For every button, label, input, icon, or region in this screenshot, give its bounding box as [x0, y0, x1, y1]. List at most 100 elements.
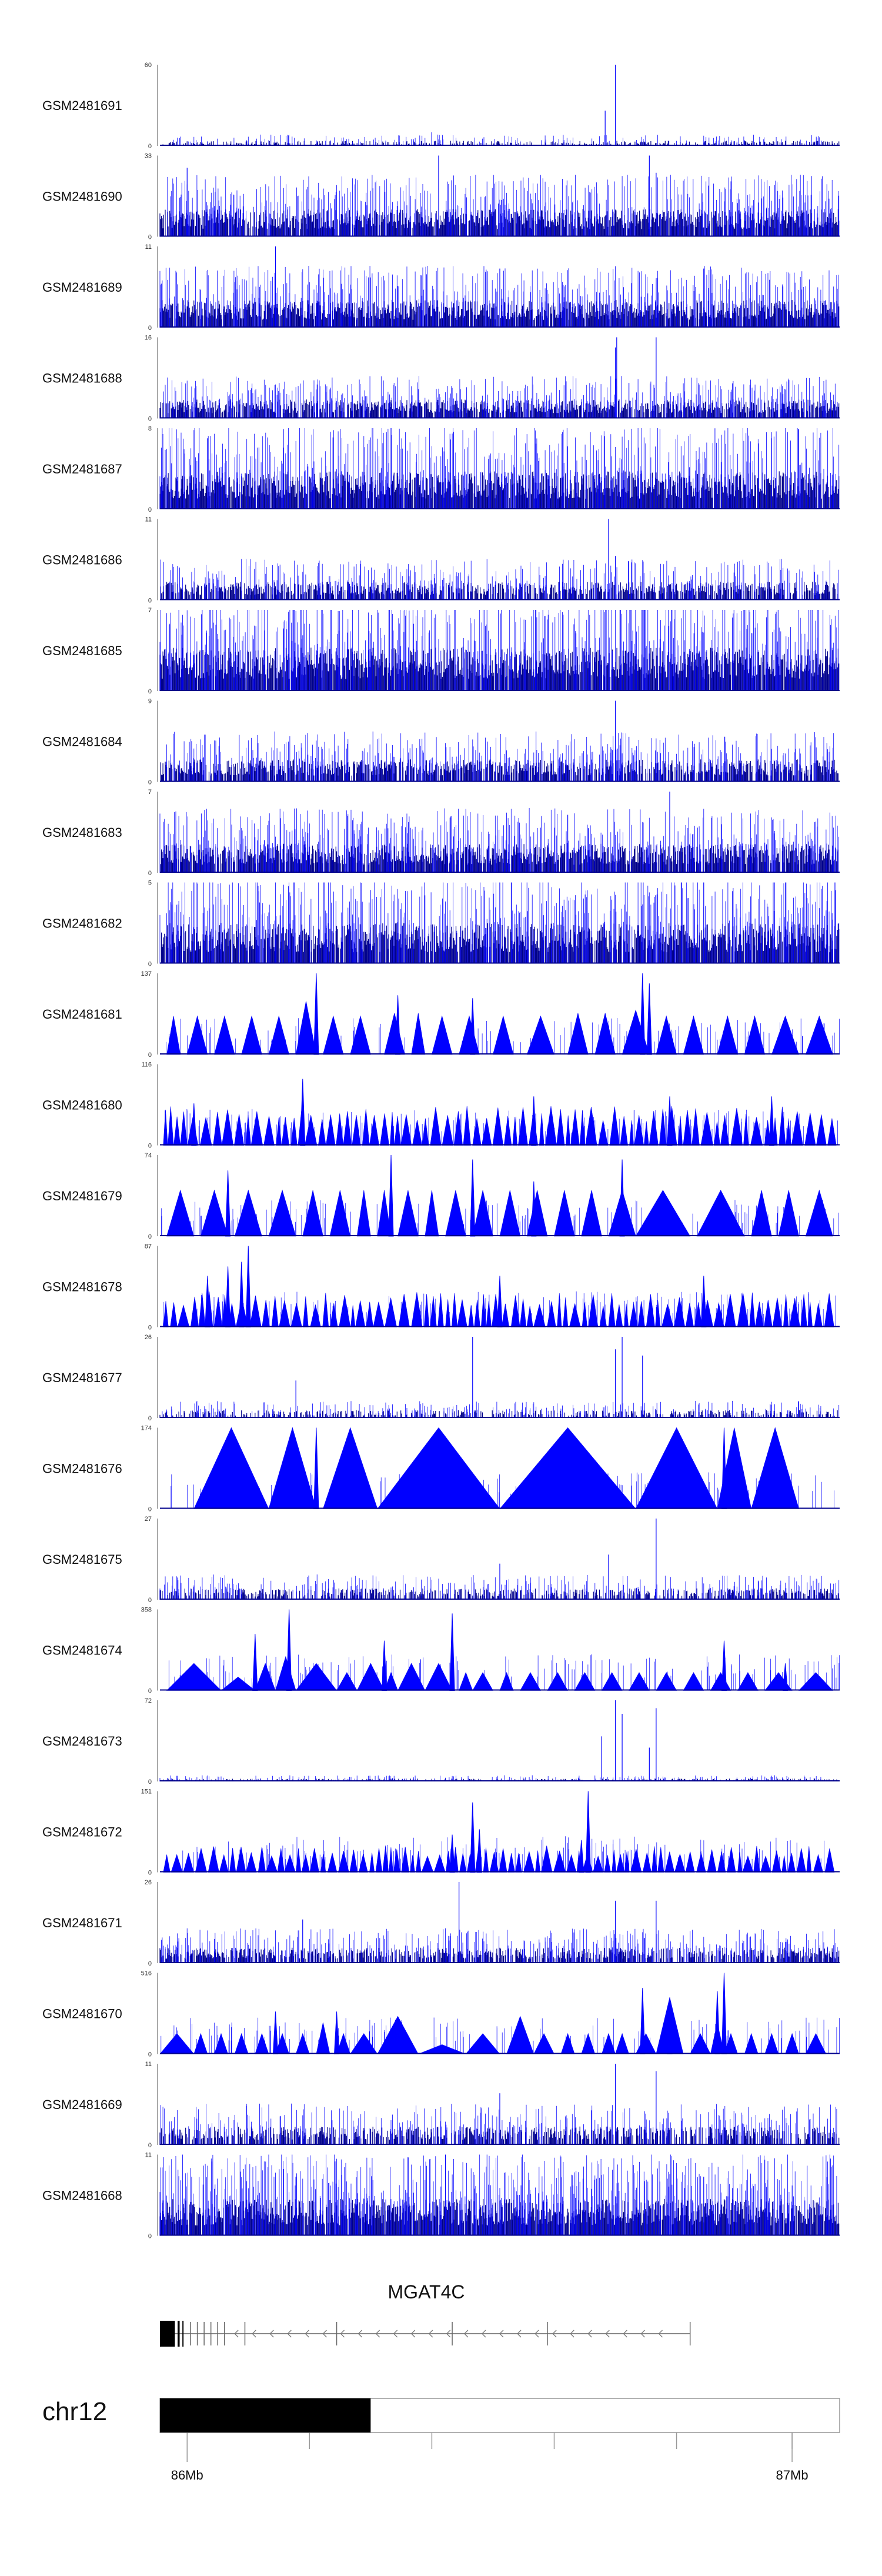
strand-arrow: [640, 2330, 645, 2338]
y-max-tick: 151: [141, 1788, 152, 1796]
axis-position-label: 87Mb: [776, 2468, 808, 2482]
coverage-peak: [313, 1427, 319, 1509]
coverage-peak: [286, 1609, 292, 1691]
coverage-signal: [160, 2103, 837, 2145]
coverage-area: [166, 1001, 833, 1055]
y-max-tick: 9: [148, 698, 152, 705]
coverage-area: [163, 1845, 835, 1873]
track-label: GSM2481688: [42, 371, 122, 386]
track-label: GSM2481681: [42, 1007, 122, 1022]
y-min-tick: 0: [148, 1143, 152, 1150]
track-GSM2481668: GSM2481668 11 0: [42, 2152, 840, 2240]
strand-arrow: [269, 2330, 274, 2338]
track-GSM2481669: GSM2481669 11 0: [42, 2061, 840, 2149]
y-min-tick: 0: [148, 1506, 152, 1513]
track-label: GSM2481680: [42, 1098, 122, 1113]
coverage-peak: [769, 1096, 774, 1146]
coverage-peak: [252, 1634, 258, 1691]
track-label: GSM2481687: [42, 462, 122, 476]
y-min-tick: 0: [148, 1960, 152, 1967]
track-label: GSM2481674: [42, 1643, 122, 1658]
y-max-tick: 116: [141, 1062, 152, 1069]
track-label: GSM2481689: [42, 280, 122, 295]
track-GSM2481671: GSM2481671 26 0: [42, 1879, 840, 1967]
y-min-tick: 0: [148, 2233, 152, 2240]
coverage-peak: [646, 983, 652, 1055]
coverage-spikes: [168, 1654, 840, 1691]
coverage-spikes: [161, 1200, 838, 1236]
coverage-spikes: [163, 1291, 836, 1327]
y-min-tick: 0: [148, 325, 152, 332]
y-min-tick: 0: [148, 2051, 152, 2058]
coverage-area: [193, 1427, 800, 1509]
coverage-peak: [449, 1613, 455, 1691]
strand-arrow: [322, 2330, 327, 2338]
coverage-peak: [470, 1802, 476, 1873]
track-GSM2481677: GSM2481677 26 0: [42, 1334, 840, 1422]
track-GSM2481674: GSM2481674 358 0: [42, 1607, 840, 1695]
gene-track: MGAT4C: [160, 2281, 691, 2347]
y-max-tick: 87: [145, 1243, 152, 1250]
y-max-tick: 174: [141, 1425, 152, 1432]
strand-arrow: [375, 2330, 380, 2338]
y-min-tick: 0: [148, 1778, 152, 1786]
y-min-tick: 0: [148, 1688, 152, 1695]
coverage-peak: [782, 1663, 789, 1691]
y-max-tick: 33: [145, 153, 152, 160]
coverage-base: [159, 300, 840, 328]
coverage-peak: [388, 1154, 394, 1237]
coverage-peak: [721, 1640, 727, 1691]
coverage-signal: [159, 266, 838, 328]
strand-arrow: [499, 2330, 504, 2338]
track-GSM2481684: GSM2481684 9 0: [42, 698, 840, 786]
coverage-signal: [159, 2154, 837, 2236]
gene-exon: [182, 2321, 184, 2347]
y-min-tick: 0: [148, 1870, 152, 1877]
chromosome-label: chr12: [42, 2397, 107, 2426]
strand-arrow: [410, 2330, 416, 2338]
y-max-tick: 72: [145, 1697, 152, 1704]
y-max-tick: 8: [148, 425, 152, 432]
coverage-base: [160, 843, 838, 873]
track-label: GSM2481676: [42, 1461, 122, 1476]
track-label: GSM2481682: [42, 916, 122, 931]
coverage-signal: [167, 175, 840, 237]
coverage-signal: [165, 731, 834, 782]
y-max-tick: 11: [145, 2152, 152, 2159]
y-min-tick: 0: [148, 688, 152, 695]
track-label: GSM2481670: [42, 2007, 122, 2021]
strand-arrow: [570, 2330, 574, 2338]
y-max-tick: 7: [148, 789, 152, 796]
track-GSM2481683: GSM2481683 7 0: [42, 789, 840, 877]
strand-arrow: [658, 2330, 663, 2338]
track-GSM2481681: GSM2481681 137 0: [42, 970, 840, 1059]
track-GSM2481675: GSM2481675 27 0: [42, 1516, 840, 1604]
track-label: GSM2481673: [42, 1734, 122, 1749]
y-max-tick: 11: [145, 243, 152, 251]
track-GSM2481676: GSM2481676 174 0: [42, 1425, 840, 1513]
y-max-tick: 358: [141, 1607, 152, 1614]
coverage-signal: [163, 376, 838, 419]
track-GSM2481682: GSM2481682 5 0: [42, 880, 840, 968]
track-GSM2481680: GSM2481680 116 0: [42, 1062, 840, 1150]
track-label: GSM2481677: [42, 1370, 122, 1385]
track-GSM2481690: GSM2481690 33 0: [42, 153, 840, 241]
y-min-tick: 0: [148, 2142, 152, 2149]
coverage-signal: [159, 1574, 840, 1600]
y-min-tick: 0: [148, 961, 152, 968]
coverage-peak: [225, 1170, 231, 1237]
y-max-tick: 74: [145, 1152, 152, 1159]
coverage-area: [166, 1189, 833, 1237]
coverage-peak: [245, 1246, 251, 1327]
coverage-tracks: GSM2481691600GSM2481690330GSM2481689110G…: [42, 62, 840, 2240]
coverage-base: [160, 582, 838, 600]
y-min-tick: 0: [148, 506, 152, 513]
track-GSM2481672: GSM2481672 151 0: [42, 1788, 840, 1877]
track-label: GSM2481683: [42, 825, 122, 840]
track-label: GSM2481671: [42, 1916, 122, 1930]
coverage-peak: [381, 1640, 387, 1691]
gene-exon: [160, 2321, 175, 2347]
track-label: GSM2481678: [42, 1280, 122, 1294]
y-max-tick: 27: [145, 1516, 152, 1523]
